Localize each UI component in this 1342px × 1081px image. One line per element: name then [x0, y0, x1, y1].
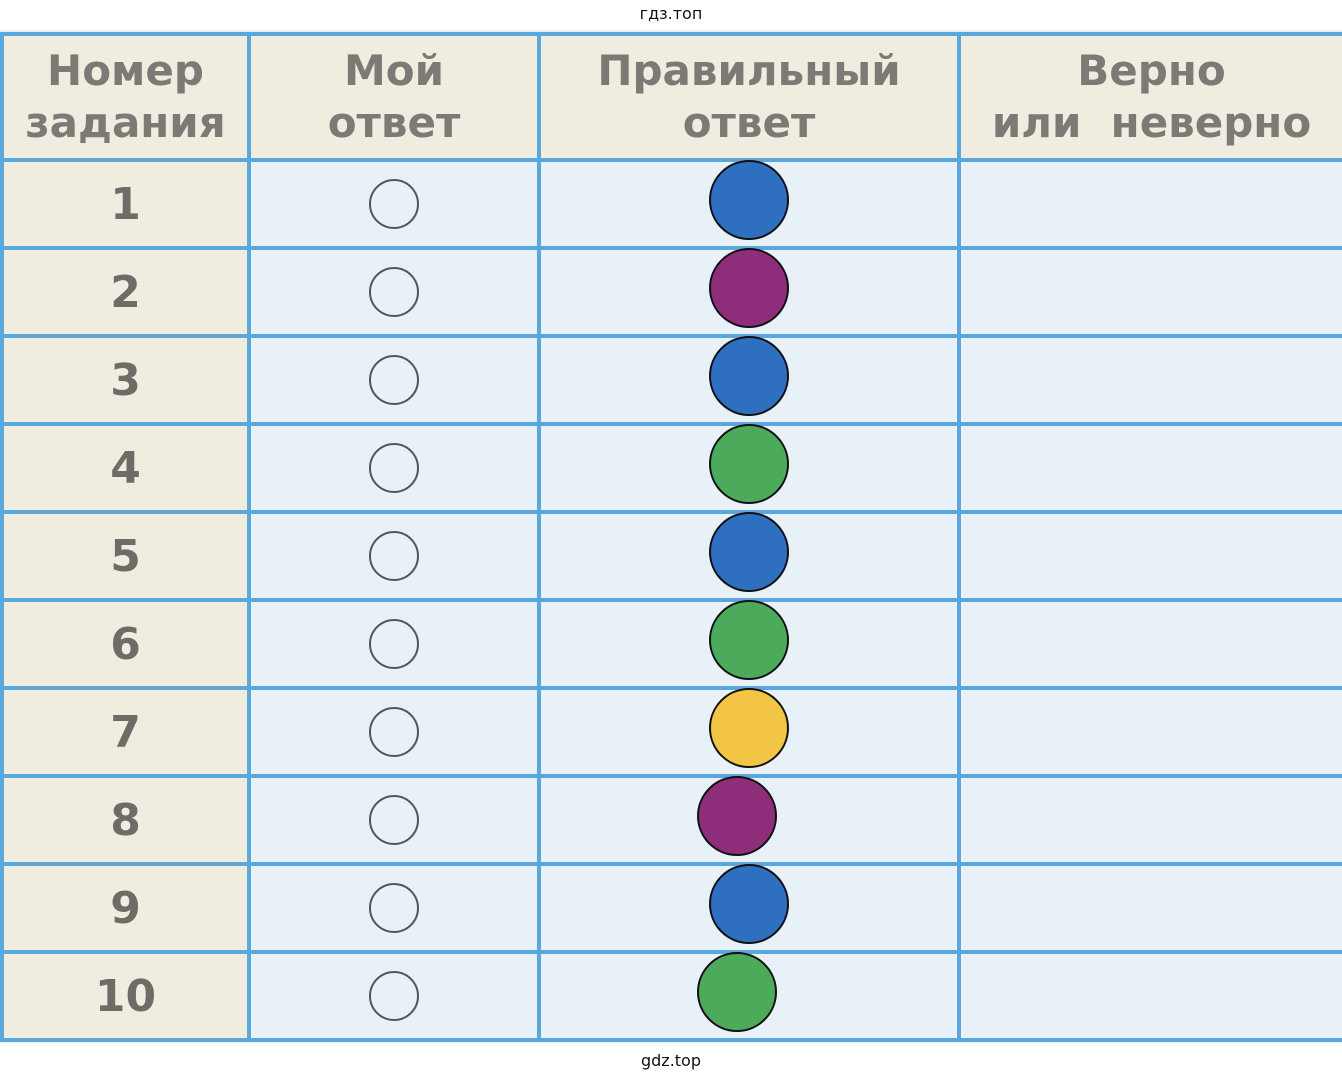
verdict-cell[interactable]	[957, 158, 1342, 250]
empty-answer-circle[interactable]	[369, 883, 419, 933]
my-answer-cell[interactable]	[247, 510, 541, 602]
table-row: 7	[0, 686, 1342, 778]
task-number: 8	[0, 774, 251, 866]
verdict-cell[interactable]	[957, 598, 1342, 690]
task-number: 10	[0, 950, 251, 1042]
correct-answer-circle	[697, 952, 777, 1032]
empty-answer-circle[interactable]	[369, 531, 419, 581]
empty-answer-circle[interactable]	[369, 619, 419, 669]
empty-answer-circle[interactable]	[369, 795, 419, 845]
table-row: 8	[0, 774, 1342, 866]
my-answer-cell[interactable]	[247, 158, 541, 250]
correct-answer-circle	[709, 336, 789, 416]
header-task-number: Номер задания	[0, 32, 251, 162]
verdict-cell[interactable]	[957, 334, 1342, 426]
correct-answer-circle	[709, 600, 789, 680]
correct-answer-circle	[697, 776, 777, 856]
my-answer-cell[interactable]	[247, 334, 541, 426]
answer-table: Номер задания Мой ответ Правильный ответ…	[0, 32, 1342, 1042]
my-answer-cell[interactable]	[247, 686, 541, 778]
my-answer-cell[interactable]	[247, 774, 541, 866]
correct-answer-circle	[709, 160, 789, 240]
correct-answer-cell	[537, 158, 961, 250]
task-number: 6	[0, 598, 251, 690]
correct-answer-circle	[709, 688, 789, 768]
my-answer-cell[interactable]	[247, 246, 541, 338]
watermark-top: гдз.топ	[639, 4, 703, 23]
table-row: 9	[0, 862, 1342, 954]
header-correct-answer: Правильный ответ	[537, 32, 961, 162]
verdict-cell[interactable]	[957, 510, 1342, 602]
empty-answer-circle[interactable]	[369, 355, 419, 405]
task-number: 9	[0, 862, 251, 954]
empty-answer-circle[interactable]	[369, 267, 419, 317]
correct-answer-circle	[709, 512, 789, 592]
correct-answer-circle	[709, 424, 789, 504]
correct-answer-cell	[537, 598, 961, 690]
header-task-number-line2: задания	[25, 98, 226, 147]
table-row: 4	[0, 422, 1342, 514]
task-number: 3	[0, 334, 251, 426]
correct-answer-cell	[537, 686, 961, 778]
header-my-answer-line2: ответ	[327, 98, 461, 147]
task-number: 1	[0, 158, 251, 250]
correct-answer-cell	[537, 862, 961, 954]
correct-answer-cell	[537, 246, 961, 338]
correct-answer-cell	[537, 774, 961, 866]
verdict-cell[interactable]	[957, 246, 1342, 338]
empty-answer-circle[interactable]	[369, 971, 419, 1021]
task-number: 5	[0, 510, 251, 602]
table-row: 1	[0, 158, 1342, 250]
verdict-cell[interactable]	[957, 774, 1342, 866]
my-answer-cell[interactable]	[247, 862, 541, 954]
verdict-cell[interactable]	[957, 686, 1342, 778]
table-row: 5	[0, 510, 1342, 602]
task-number: 2	[0, 246, 251, 338]
header-correct-answer-line2: ответ	[682, 98, 816, 147]
watermark-bottom: gdz.top	[640, 1051, 701, 1070]
correct-answer-circle	[709, 248, 789, 328]
table-row: 3	[0, 334, 1342, 426]
header-correct-answer-line1: Правильный	[597, 46, 901, 95]
verdict-cell[interactable]	[957, 950, 1342, 1042]
correct-answer-cell	[537, 950, 961, 1042]
header-my-answer: Мой ответ	[247, 32, 541, 162]
header-my-answer-line1: Мой	[343, 46, 445, 95]
header-verdict-line2: или неверно	[991, 98, 1312, 147]
header-task-number-line1: Номер	[47, 46, 204, 95]
my-answer-cell[interactable]	[247, 950, 541, 1042]
table-row: 2	[0, 246, 1342, 338]
table-row: 6	[0, 598, 1342, 690]
task-number: 4	[0, 422, 251, 514]
correct-answer-cell	[537, 334, 961, 426]
verdict-cell[interactable]	[957, 422, 1342, 514]
empty-answer-circle[interactable]	[369, 707, 419, 757]
header-verdict-line1: Верно	[1077, 46, 1226, 95]
verdict-cell[interactable]	[957, 862, 1342, 954]
empty-answer-circle[interactable]	[369, 179, 419, 229]
header-verdict: Верно или неверно	[957, 32, 1342, 162]
table-row: 10	[0, 950, 1342, 1042]
correct-answer-circle	[709, 864, 789, 944]
empty-answer-circle[interactable]	[369, 443, 419, 493]
header-row: Номер задания Мой ответ Правильный ответ…	[0, 32, 1342, 162]
correct-answer-cell	[537, 510, 961, 602]
correct-answer-cell	[537, 422, 961, 514]
my-answer-cell[interactable]	[247, 422, 541, 514]
task-number: 7	[0, 686, 251, 778]
my-answer-cell[interactable]	[247, 598, 541, 690]
